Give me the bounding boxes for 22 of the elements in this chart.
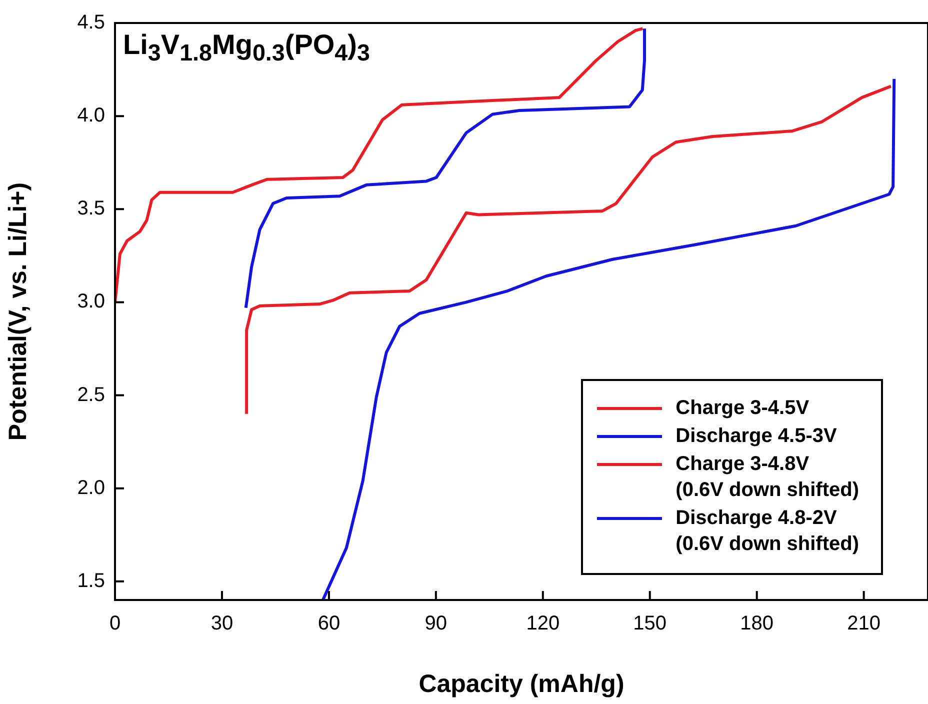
x-tick-label: 0 xyxy=(109,612,121,635)
x-axis-title: Capacity (mAh/g) xyxy=(418,670,624,698)
x-tick-label: 120 xyxy=(526,612,560,635)
y-tick-label: 2.5 xyxy=(77,384,105,406)
y-tick-label: 3.5 xyxy=(77,198,105,220)
y-axis-title: Potential(V, vs. Li/Li+) xyxy=(4,182,32,441)
x-tick-label: 180 xyxy=(740,612,774,635)
y-tick-label: 4.5 xyxy=(77,12,105,34)
y-tick-label: 2.0 xyxy=(77,476,105,499)
x-tick-label: 150 xyxy=(633,612,667,635)
legend-label: Discharge 4.5-3V xyxy=(676,424,837,449)
legend-label: Charge 3-4.5V xyxy=(676,396,810,421)
chart-title: Li$_{3}$V$_{1.8}$Mg$_{0.3}$(PO$_{4}$)$_{3}$ xyxy=(123,29,370,66)
x-tick-label: 90 xyxy=(424,612,448,635)
y-tick-label: 3.0 xyxy=(77,290,105,313)
legend-label: Charge 3-4.8V (0.6V down shifted) xyxy=(676,452,859,503)
y-tick-label: 1.5 xyxy=(77,570,105,592)
x-tick-label: 30 xyxy=(210,612,234,635)
legend-label: Discharge 4.8-2V (0.6V down shifted) xyxy=(676,506,859,557)
y-tick-label: 4.0 xyxy=(77,104,105,127)
x-tick-label: 60 xyxy=(318,612,340,635)
x-tick-label: 210 xyxy=(847,612,881,635)
